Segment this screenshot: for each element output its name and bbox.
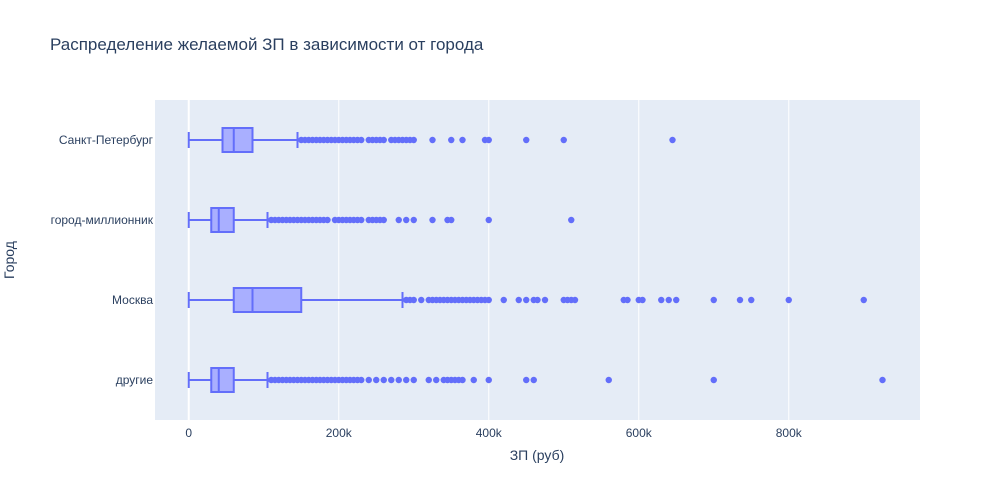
box-iqr	[210, 367, 235, 393]
outlier-point	[541, 296, 549, 304]
outlier-point	[429, 216, 436, 224]
outlier-point	[410, 296, 417, 304]
outlier-point	[373, 376, 380, 384]
y-category-label: Москва	[112, 293, 153, 307]
outlier-point	[470, 376, 477, 384]
outlier-point	[403, 376, 410, 384]
outlier-point	[624, 296, 631, 304]
outlier-point	[358, 136, 365, 144]
outlier-point	[658, 296, 665, 304]
x-tick-label: 400k	[476, 426, 503, 440]
x-tick-label: 800k	[776, 426, 803, 440]
outlier-point	[380, 216, 387, 224]
outlier-point	[388, 376, 395, 384]
boxes	[187, 127, 886, 393]
y-axis-categories: Санкт-Петербург город-миллионник Москва дру…	[51, 133, 154, 387]
outlier-point	[410, 376, 417, 384]
x-tick-label: 0	[185, 426, 192, 440]
x-axis-ticks: 0 200k 400k 600k 800k	[185, 426, 802, 440]
box-iqr	[210, 207, 235, 233]
box-group	[187, 287, 867, 313]
outlier-point	[459, 136, 466, 144]
outlier-point	[485, 296, 492, 304]
box-iqr	[221, 127, 254, 153]
box-iqr	[232, 287, 303, 313]
outlier-point	[380, 136, 387, 144]
outlier-point	[785, 296, 792, 304]
outlier-point	[395, 216, 402, 224]
outlier-point	[485, 136, 492, 144]
outlier-point	[485, 376, 492, 384]
x-tick-label: 200k	[326, 426, 353, 440]
outlier-point	[710, 376, 717, 384]
outlier-point	[530, 376, 537, 384]
outlier-point	[410, 216, 417, 224]
y-axis-title: Город	[1, 241, 17, 279]
outlier-point	[523, 376, 530, 384]
outlier-point	[560, 136, 567, 144]
outlier-point	[500, 296, 507, 304]
outlier-point	[568, 216, 575, 224]
y-category-label: другие	[116, 373, 154, 387]
outlier-point	[324, 216, 331, 224]
box-group	[187, 367, 886, 393]
box-group	[187, 207, 575, 233]
outlier-point	[429, 136, 436, 144]
outlier-point	[710, 296, 717, 304]
x-tick-label: 600k	[626, 426, 653, 440]
outlier-point	[410, 136, 417, 144]
outlier-point	[860, 296, 867, 304]
outlier-point	[605, 376, 612, 384]
outlier-point	[395, 376, 402, 384]
outlier-point	[418, 296, 425, 304]
outlier-point	[571, 296, 579, 304]
outlier-point	[515, 296, 522, 304]
chart-title: Распределение желаемой ЗП в зависимости …	[50, 35, 484, 54]
outlier-point	[448, 136, 455, 144]
x-axis-title: ЗП (руб)	[510, 447, 565, 463]
outlier-point	[358, 216, 365, 224]
outlier-point	[523, 136, 530, 144]
outlier-point	[425, 376, 432, 384]
plot-area	[155, 100, 920, 420]
outlier-point	[673, 296, 680, 304]
outlier-point	[534, 296, 541, 304]
outlier-point	[665, 296, 672, 304]
outlier-point	[459, 376, 466, 384]
outlier-point	[748, 296, 755, 304]
outlier-point	[639, 296, 646, 304]
outlier-point	[403, 216, 410, 224]
outlier-point	[448, 216, 455, 224]
outlier-point	[736, 296, 744, 304]
outlier-point	[669, 136, 676, 144]
outlier-point	[485, 216, 492, 224]
y-category-label: город-миллионник	[51, 213, 154, 227]
outlier-point	[433, 376, 440, 384]
outlier-point	[365, 376, 372, 384]
outlier-point	[523, 296, 530, 304]
outlier-point	[879, 376, 886, 384]
box-group	[187, 127, 676, 153]
outlier-point	[358, 376, 365, 384]
outlier-point	[380, 376, 387, 384]
gridlines	[187, 100, 790, 420]
y-category-label: Санкт-Петербург	[59, 133, 154, 147]
